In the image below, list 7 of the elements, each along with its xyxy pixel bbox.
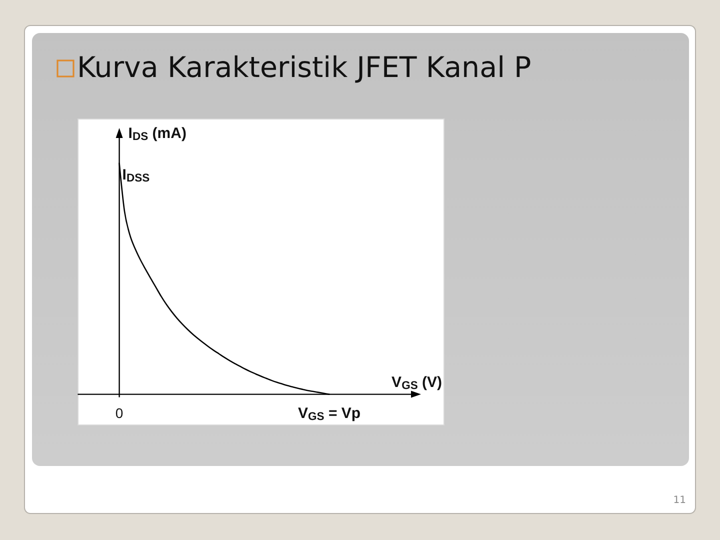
x-axis-title: V$_{GS}$ (V) bbox=[392, 374, 442, 392]
annotation: I$_{DSS}$ bbox=[122, 166, 150, 184]
x-tick-label: V$_{GS}$ = Vp bbox=[298, 405, 361, 423]
text: 11 bbox=[673, 495, 686, 506]
x-tick-label: 0 bbox=[115, 405, 124, 421]
chart-title: Kurva Karakteristik JFET Kanal P bbox=[77, 51, 532, 84]
y-axis-title: I$_{DS}$ (mA) bbox=[128, 125, 186, 143]
